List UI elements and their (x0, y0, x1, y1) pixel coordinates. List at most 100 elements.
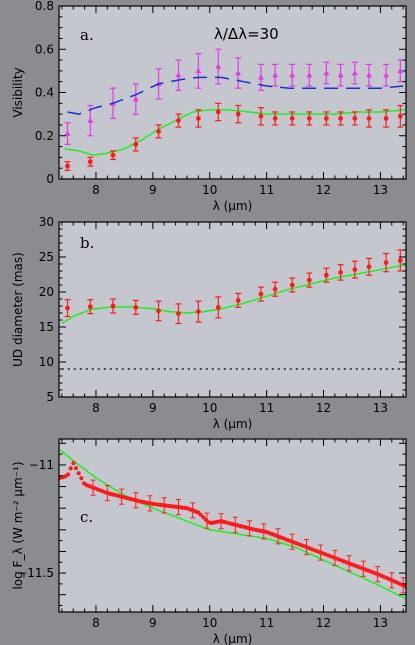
data-point (215, 109, 221, 115)
y-axis-label: log F_λ (W m⁻² μm⁻¹) (11, 461, 25, 589)
data-point (203, 517, 209, 522)
data-point (383, 260, 389, 265)
data-point (397, 258, 403, 263)
panel-label: b. (80, 234, 94, 252)
x-tick-label: 10 (202, 616, 217, 630)
x-tick-label: 9 (149, 616, 157, 630)
data-point (133, 305, 139, 310)
data-point (133, 142, 139, 147)
data-point (156, 129, 161, 134)
x-tick-label: 12 (316, 401, 331, 415)
x-tick-label: 10 (202, 183, 217, 197)
x-axis: 8 9 10 11 12 13 λ (μm) (61, 222, 404, 431)
x-tick-label: 12 (316, 183, 331, 197)
data-point (337, 72, 344, 78)
data-point (289, 282, 295, 288)
data-point (366, 264, 372, 270)
data-point (352, 267, 358, 272)
y-tick-label: 30 (39, 215, 54, 229)
data-point (71, 461, 76, 466)
data-point (156, 308, 161, 314)
panel-a: 8 9 10 11 12 13 λ (μm) 0 0.2 0.4 0.6 0.8 Visibility a… (11, 0, 407, 213)
data-point (272, 72, 279, 78)
x-tick-label: 10 (202, 401, 217, 415)
y-axis-label: UD diameter (mas) (11, 252, 25, 367)
data-point (68, 466, 73, 471)
data-point (198, 512, 203, 517)
panel-b: 8 9 10 11 12 13 λ (μm) 5 10 15 20 25 30 UD diameter (… (11, 215, 407, 431)
data-point (272, 116, 278, 121)
data-point (338, 116, 343, 121)
data-point (195, 309, 201, 314)
y-tick-label: 25 (39, 250, 54, 264)
x-tick-label: 9 (149, 401, 157, 415)
y-axis: 0 0.2 0.4 0.6 0.8 Visibility (11, 0, 406, 186)
data-point (323, 272, 329, 278)
data-point (366, 72, 373, 78)
data-point (306, 277, 312, 283)
x-tick-label: 8 (92, 183, 100, 197)
series-red-points-errorbars (64, 102, 404, 171)
data-point (306, 116, 312, 121)
y-tick-label: 0.4 (35, 86, 54, 100)
series-magenta-points-errorbars (64, 48, 404, 145)
plot-area (61, 249, 406, 370)
data-point (235, 298, 241, 303)
y-tick-label: 15 (39, 320, 54, 334)
y-tick-label: 10 (39, 355, 54, 369)
data-point (110, 303, 116, 309)
panel-label: c. (80, 508, 93, 526)
x-axis-label: λ (μm) (213, 199, 253, 213)
data-point (65, 163, 70, 169)
plot-area (59, 449, 406, 600)
series-blue-dashed-line (67, 76, 404, 115)
series-line (67, 76, 404, 115)
x-axis-label: λ (μm) (213, 417, 253, 431)
data-point (289, 72, 296, 78)
y-tick-label: 0.6 (35, 42, 54, 56)
data-point (397, 113, 403, 119)
series-green-solid-line (64, 109, 406, 156)
x-axis-label: λ (μm) (213, 632, 253, 645)
data-point (176, 118, 181, 124)
plot-background (59, 222, 406, 397)
series-green-solid-line (61, 263, 406, 325)
data-point (323, 116, 329, 121)
x-tick-label: 11 (259, 616, 274, 630)
series-red-points-errorbars (64, 249, 404, 325)
data-point (402, 584, 406, 589)
x-tick-label: 11 (259, 401, 274, 415)
data-point (87, 159, 93, 165)
data-point (352, 116, 358, 121)
data-point (79, 476, 84, 481)
x-tick-label: 8 (92, 401, 100, 415)
data-point (176, 311, 181, 317)
data-point (235, 111, 241, 117)
x-tick-label: 11 (259, 183, 274, 197)
data-point (65, 305, 70, 311)
y-tick-label: 0 (46, 172, 54, 186)
y-tick-label: −11 (29, 458, 54, 472)
data-point (66, 472, 71, 477)
data-point (323, 69, 330, 76)
data-point (64, 130, 71, 136)
series-red-dense-points (59, 461, 406, 594)
plot-area (64, 48, 406, 171)
data-point (257, 74, 264, 80)
data-point (110, 152, 116, 158)
data-point (215, 305, 221, 310)
y-tick-label: 0.8 (35, 0, 54, 13)
data-point (235, 69, 242, 76)
data-point (132, 95, 139, 102)
data-point (87, 304, 93, 310)
data-point (338, 270, 343, 275)
data-point (76, 471, 81, 476)
x-axis: 8 9 10 11 12 13 λ (μm) (61, 439, 404, 645)
data-point (73, 466, 79, 471)
chart-title: λ/Δλ=30 (214, 25, 279, 43)
data-point (383, 116, 389, 121)
data-point (272, 286, 278, 292)
